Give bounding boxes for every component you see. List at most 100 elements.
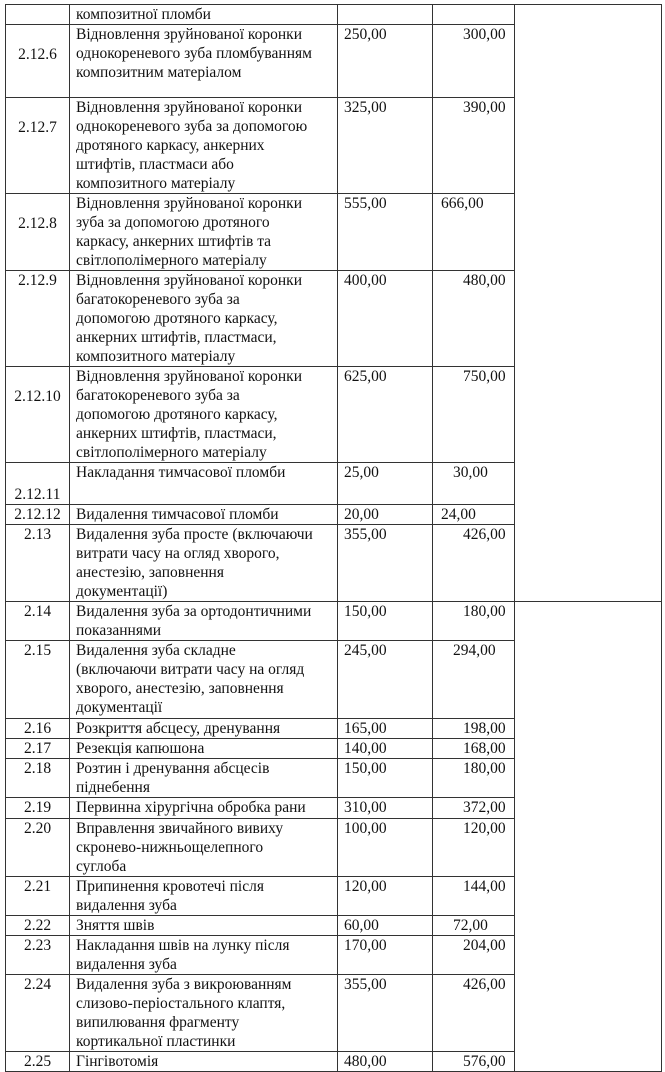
description-line: Накладання швів на лунку після (76, 937, 290, 954)
price-with-vat: 24,00 (432, 504, 515, 525)
service-description: Відновлення зруйнованої коронки зуба за д… (69, 193, 338, 271)
price-with-vat: 300,00 (432, 24, 515, 98)
description-line: світлополімерного матеріалу (76, 252, 267, 269)
description-line: Видалення зуба складне (76, 642, 236, 659)
description-line: дротяного каркасу, анкерних (76, 137, 265, 154)
price-without-vat: 245,00 (337, 640, 433, 719)
notes-cell (514, 601, 662, 1072)
description-line: Видалення зуба за ортодонтичними (76, 603, 312, 620)
service-description: Видалення тимчасової пломби (69, 504, 338, 525)
service-code: 2.25 (5, 1051, 70, 1072)
description-line: анестезію, заповнення (76, 564, 224, 581)
description-line: видалення зуба (76, 956, 177, 973)
table-row: 2.16 Розкриття абсцесу, дренування 165,00 1… (5, 718, 662, 739)
description-line: Вправлення звичайного вивиху (76, 820, 284, 837)
table-row: композитної пломби (5, 4, 662, 602)
description-line: Розкриття абсцесу, дренування (76, 720, 281, 737)
service-code: 2.12.6 (5, 24, 70, 98)
description-line: допомогою дротяного каркасу, (76, 310, 278, 327)
price-without-vat (337, 4, 433, 25)
price-with-vat: 480,00 (432, 270, 515, 367)
service-code: 2.23 (5, 935, 70, 975)
service-description: Розтин і дренування абсцесів піднебення (69, 758, 338, 798)
service-code: 2.15 (5, 640, 70, 719)
service-description: Накладання швів на лунку після видалення … (69, 935, 338, 975)
price-without-vat: 310,00 (337, 797, 433, 819)
description-line: Резекція капюшона (76, 740, 205, 757)
table-row: 2.12.9 Відновлення зруйнованої коронки баг… (5, 270, 662, 367)
price-with-vat: 120,00 (432, 818, 515, 877)
description-line: зуба за допомогою дротяного (76, 214, 270, 231)
service-description: Припинення кровотечі після видалення зуба (69, 876, 338, 916)
service-code: 2.12.10 (5, 366, 70, 463)
service-code: 2.12.9 (5, 270, 70, 367)
service-description: Видалення зуба просте (включаючи витрати … (69, 524, 338, 602)
service-description: Видалення зуба за ортодонтичними показанн… (69, 601, 338, 641)
price-table-body: композитної пломби 2.12.6 Відновлення зруй… (5, 4, 662, 1072)
description-line: Первинна хірургічна обробка рани (76, 799, 306, 816)
price-with-vat: 168,00 (432, 738, 515, 759)
price-with-vat: 30,00 (432, 462, 515, 505)
description-line: Видалення тимчасової пломби (76, 506, 279, 523)
description-line: анкерних штифтів, пластмаси, (76, 425, 277, 442)
description-line: анкерних штифтів, пластмаси, (76, 329, 277, 346)
price-table: композитної пломби 2.12.6 Відновлення зруй… (5, 4, 662, 1072)
price-with-vat: 198,00 (432, 718, 515, 739)
description-line: Відновлення зруйнованої коронки (76, 272, 302, 289)
description-line: штифтів, пластмаси або (76, 156, 234, 173)
description-line: Гінгівотомія (76, 1053, 159, 1070)
service-code: 2.17 (5, 738, 70, 759)
description-line: однокореневого зуба за допомогою (76, 118, 308, 135)
price-with-vat (432, 4, 515, 25)
price-with-vat: 750,00 (432, 366, 515, 463)
service-description: Зняття швів (69, 915, 338, 936)
table-row: 2.14 Видалення зуба за ортодонтичними пока… (5, 601, 662, 1072)
price-with-vat: 390,00 (432, 97, 515, 194)
description-line: Відновлення зруйнованої коронки (76, 368, 302, 385)
service-description: Розкриття абсцесу, дренування (69, 718, 338, 739)
service-description: Первинна хірургічна обробка рани (69, 797, 338, 819)
price-without-vat: 400,00 (337, 270, 433, 367)
service-description: Видалення зуба з викроюванням слизово-пер… (69, 974, 338, 1052)
description-line: допомогою дротяного каркасу, (76, 406, 278, 423)
description-line: Відновлення зруйнованої коронки (76, 99, 302, 116)
description-line: документації) (76, 583, 168, 600)
description-line: кортикальної пластинки (76, 1033, 236, 1050)
description-line: видалення зуба (76, 897, 177, 914)
description-line: документації (76, 699, 163, 716)
price-with-vat: 180,00 (432, 601, 515, 641)
service-description: Відновлення зруйнованої коронки однокорен… (69, 24, 338, 98)
service-code: 2.12.12 (5, 504, 70, 525)
price-without-vat: 60,00 (337, 915, 433, 936)
service-code: 2.21 (5, 876, 70, 916)
service-code: 2.12.8 (5, 193, 70, 271)
service-description: Вправлення звичайного вивиху скронево-ниж… (69, 818, 338, 877)
service-code: 2.13 (5, 524, 70, 602)
description-line: піднебення (76, 779, 150, 796)
service-description: композитної пломби (69, 4, 338, 25)
price-without-vat: 170,00 (337, 935, 433, 975)
description-line: світлополімерного матеріалу (76, 444, 267, 461)
description-line: скронево-нижньощелепного (76, 839, 264, 856)
description-line: композитним матеріалом (76, 64, 242, 81)
service-code: 2.12.11 (5, 462, 70, 505)
service-description: Резекція капюшона (69, 738, 338, 759)
description-line: багатокореневого зуба за (76, 291, 240, 308)
description-line: однокореневого зуба пломбуванням (76, 45, 312, 62)
price-with-vat: 204,00 (432, 935, 515, 975)
description-line: Видалення зуба з викроюванням (76, 976, 292, 993)
service-description: Відновлення зруйнованої коронки багатокор… (69, 366, 338, 463)
service-description: Відновлення зруйнованої коронки багатокор… (69, 270, 338, 367)
service-code: 2.16 (5, 718, 70, 739)
table-row: 2.12.8 Відновлення зруйнованої коронки зуб… (5, 193, 662, 271)
table-row: 2.21 Припинення кровотечі після видалення … (5, 876, 662, 916)
description-line: Розтин і дренування абсцесів (76, 760, 270, 777)
price-without-vat: 355,00 (337, 524, 433, 602)
price-without-vat: 120,00 (337, 876, 433, 916)
price-without-vat: 625,00 (337, 366, 433, 463)
price-without-vat: 250,00 (337, 24, 433, 98)
service-code: 2.19 (5, 797, 70, 819)
price-without-vat: 480,00 (337, 1051, 433, 1072)
description-line: композитної пломби (76, 6, 211, 23)
service-code: 2.20 (5, 818, 70, 877)
